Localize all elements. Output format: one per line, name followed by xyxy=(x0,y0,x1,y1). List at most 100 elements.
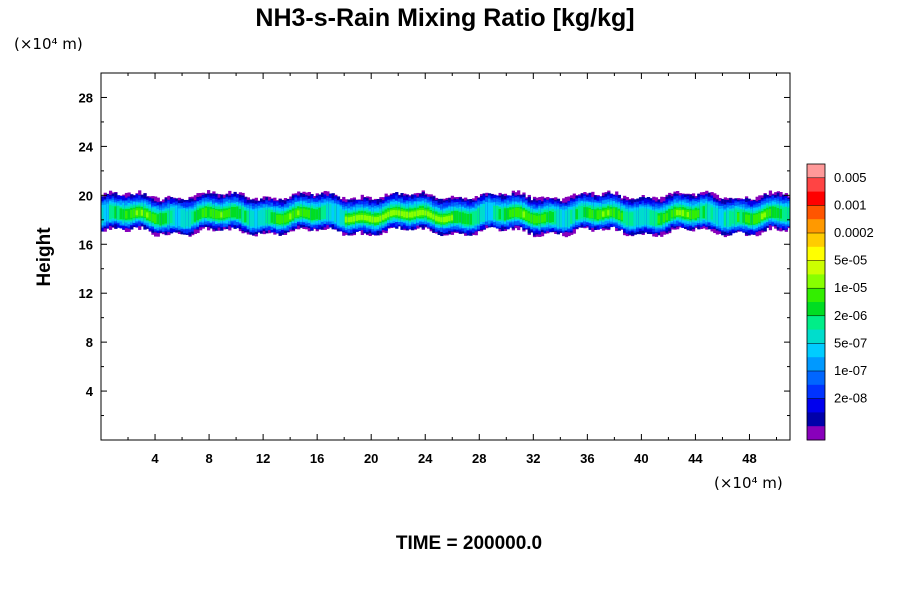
field-cell xyxy=(270,212,274,223)
field-cell xyxy=(246,210,250,225)
field-cell xyxy=(305,209,309,217)
field-cell xyxy=(320,206,325,220)
field-cell xyxy=(307,209,311,219)
field-cell xyxy=(713,206,717,223)
field-cell xyxy=(146,212,150,218)
field-cell xyxy=(633,210,637,227)
field-cell xyxy=(699,206,704,219)
field-cell xyxy=(148,211,152,221)
field-cell xyxy=(631,212,635,226)
field-cell xyxy=(440,217,444,223)
field-cell xyxy=(254,208,258,229)
x-axis: 4 8 12 16 20 24 28 32 36 40 44 48 xyxy=(127,73,777,466)
x-tick-label: 44 xyxy=(688,451,703,466)
field-cell xyxy=(124,210,129,219)
field-cell xyxy=(739,209,743,225)
y-tick-label: 4 xyxy=(86,384,94,399)
field-cell xyxy=(591,210,595,218)
field-cell xyxy=(665,213,669,221)
field-cell xyxy=(260,209,264,226)
plot-background xyxy=(101,73,790,440)
field-cell xyxy=(612,208,616,218)
x-tick-label: 12 xyxy=(256,451,270,466)
time-label: TIME = 200000.0 xyxy=(396,533,542,554)
y-axis: 4 8 12 16 20 24 28 xyxy=(79,90,790,417)
field-cell xyxy=(779,208,783,219)
colorbar-label: 2e-06 xyxy=(834,308,867,323)
field-cell xyxy=(678,210,682,216)
colorbar-label: 1e-07 xyxy=(834,363,867,378)
field-cell xyxy=(217,211,221,219)
field-cell xyxy=(201,208,205,218)
field-cell xyxy=(310,208,314,221)
field-cell xyxy=(241,207,245,223)
field-cell xyxy=(379,215,383,222)
field-cell xyxy=(787,207,790,221)
field-cell xyxy=(482,203,486,222)
field-cell xyxy=(691,210,696,220)
field-cell xyxy=(116,205,121,220)
field-cell xyxy=(652,210,656,226)
y-unit-label: (×10⁴ m) xyxy=(14,35,83,53)
field-cell xyxy=(474,211,478,224)
field-cell xyxy=(257,210,261,226)
field-cell xyxy=(487,202,492,221)
field-cell xyxy=(721,208,725,228)
field-cell xyxy=(668,209,672,221)
field-cell xyxy=(758,213,762,222)
colorbar: 0.005 0.001 0.0002 5e-05 1e-05 2e-06 5e-07 1e-0… xyxy=(806,163,874,441)
field-cell xyxy=(252,211,256,227)
field-cell xyxy=(188,209,192,228)
colorbar-swatch xyxy=(807,398,825,413)
field-cell xyxy=(222,210,227,218)
colorbar-swatch xyxy=(807,426,825,441)
field-cell xyxy=(180,209,184,228)
field-cell xyxy=(623,211,627,224)
field-cell xyxy=(323,205,327,219)
field-cell xyxy=(673,209,677,217)
field-cell xyxy=(411,211,415,218)
field-cell xyxy=(750,213,754,225)
field-cell xyxy=(400,211,404,217)
field-cell xyxy=(267,209,272,225)
field-cell xyxy=(636,210,640,225)
colorbar-swatch xyxy=(807,233,825,248)
field-cell xyxy=(275,214,280,224)
field-cell xyxy=(169,210,174,223)
field-cell xyxy=(177,208,182,226)
field-cell xyxy=(578,206,582,220)
field-cell xyxy=(347,217,351,223)
x-tick-label: 16 xyxy=(310,451,324,466)
colorbar-frame xyxy=(806,163,826,441)
field-cell xyxy=(161,213,166,225)
field-cell xyxy=(164,212,168,224)
field-cell xyxy=(540,214,545,223)
field-cell xyxy=(387,211,391,217)
field-cell xyxy=(225,210,229,218)
field-cell xyxy=(559,209,563,228)
field-cell xyxy=(350,216,354,222)
field-cell xyxy=(517,207,521,218)
colorbar-swatch xyxy=(807,343,825,358)
x-tick-label: 4 xyxy=(151,451,159,466)
field-cell xyxy=(352,215,356,222)
field-cell xyxy=(710,207,714,220)
field-cell xyxy=(127,208,131,220)
field-cell xyxy=(204,207,208,217)
colorbar-swatch xyxy=(807,164,825,179)
field-cell xyxy=(718,208,722,226)
field-cell xyxy=(368,215,372,222)
field-cell xyxy=(514,207,518,217)
field-cell xyxy=(575,209,579,220)
field-cell xyxy=(326,203,330,220)
field-cell xyxy=(599,209,603,219)
field-cell xyxy=(684,210,688,218)
y-tick-label: 8 xyxy=(86,335,93,350)
field-cell xyxy=(403,211,407,218)
field-cell xyxy=(151,213,155,222)
field-cell xyxy=(355,215,359,221)
x-tick-label: 40 xyxy=(634,451,648,466)
field-cell xyxy=(429,212,433,218)
